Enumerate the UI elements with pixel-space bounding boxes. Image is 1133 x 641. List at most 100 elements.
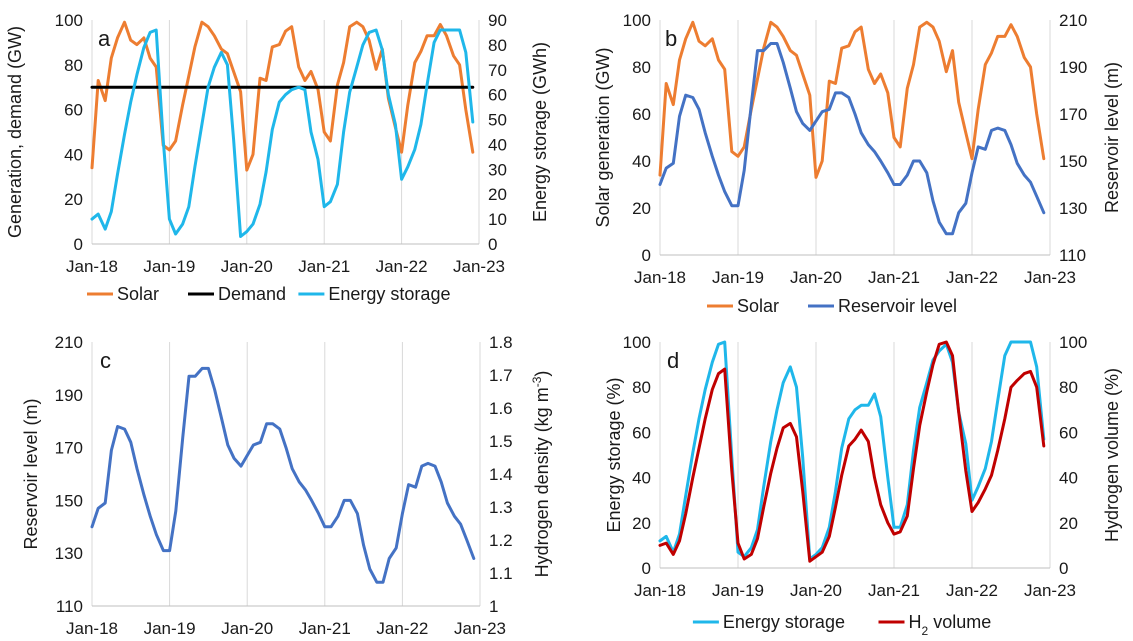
legend: Solar Reservoir level: [707, 296, 957, 316]
y-left-tick-label: 190: [55, 386, 83, 405]
y-right-axis-label: Hydrogen volume (%): [1102, 368, 1122, 542]
legend-entry: Solar: [117, 284, 159, 304]
y-left-tick-label: 20: [632, 514, 651, 533]
legend-entry: Energy storage: [328, 284, 450, 304]
y-right-tick-label: 90: [488, 11, 507, 30]
x-tick-label: Jan-19: [143, 257, 195, 276]
y-right-tick-label: 190: [1059, 58, 1087, 77]
panel-c: Jan-18 Jan-19 Jan-20 Jan-21 Jan-22 Jan-23 110 1…: [21, 333, 552, 638]
y-right-tick-label: 60: [1059, 423, 1078, 442]
series-line-reservoir: [90, 366, 476, 584]
series-line-h2-volume: [658, 340, 1046, 563]
x-tick-label: Jan-23: [454, 619, 506, 638]
panel-label: c: [100, 348, 111, 373]
y-left-tick-label: 130: [55, 544, 83, 563]
y-left-tick-label: 40: [632, 469, 651, 488]
y-right-tick-label: 40: [488, 135, 507, 154]
panel-label: a: [98, 26, 111, 51]
x-tick-label: Jan-19: [144, 619, 196, 638]
y-right-tick-label: 80: [488, 36, 507, 55]
y-left-tick-label: 110: [56, 597, 83, 616]
legend-entry: Solar: [737, 296, 779, 316]
y-left-tick-label: 80: [64, 56, 83, 75]
x-tick-label: Jan-21: [868, 581, 920, 600]
panel-label: b: [665, 26, 677, 51]
x-tick-label: Jan-22: [376, 619, 428, 638]
y-right-tick-label: 1.4: [489, 465, 513, 484]
y-right-axis-label: Reservoir level (m): [1102, 62, 1122, 213]
panel-label: d: [667, 348, 679, 373]
y-right-tick-label: 1.7: [489, 366, 513, 385]
panel-a: Jan-18 Jan-19 Jan-20 Jan-21 Jan-22 Jan-23 0 20 4…: [5, 11, 550, 304]
y-right-tick-label: 30: [488, 160, 507, 179]
y-right-tick-label: 50: [488, 111, 507, 130]
x-tick-label: Jan-20: [221, 619, 273, 638]
y-right-tick-label: 20: [1059, 514, 1078, 533]
y-right-tick-label: 0: [488, 235, 497, 254]
y-right-tick-label: 20: [488, 185, 507, 204]
y-right-tick-label: 80: [1059, 378, 1078, 397]
y-left-tick-label: 150: [55, 491, 83, 510]
series-line-reservoir-level: [658, 42, 1046, 236]
y-right-tick-label: 1.6: [489, 399, 513, 418]
y-right-tick-label: 1.2: [489, 531, 513, 550]
legend-entry: Demand: [218, 284, 286, 304]
y-right-tick-label: 150: [1059, 152, 1087, 171]
y-right-tick-label: 130: [1059, 199, 1087, 218]
x-tick-label: Jan-21: [299, 619, 351, 638]
y-right-tick-label: 10: [488, 210, 507, 229]
y-left-tick-label: 100: [623, 11, 651, 30]
panel-b: Jan-18 Jan-19 Jan-20 Jan-21 Jan-22 Jan-23 0 20 4…: [593, 11, 1122, 316]
legend: Solar Demand Energy storage: [87, 284, 450, 304]
y-left-tick-label: 60: [64, 101, 83, 120]
y-left-tick-label: 60: [632, 105, 651, 124]
x-tick-label: Jan-18: [66, 619, 118, 638]
y-left-tick-label: 80: [632, 378, 651, 397]
y-left-axis-label: Reservoir level (m): [21, 398, 41, 549]
x-tick-label: Jan-20: [790, 268, 842, 287]
y-left-tick-label: 20: [64, 190, 83, 209]
x-tick-label: Jan-23: [453, 257, 505, 276]
legend-entry: Energy storage: [723, 612, 845, 632]
y-right-axis-label: Hydrogen density (kg m-3): [530, 371, 552, 578]
x-tick-label: Jan-21: [298, 257, 350, 276]
y-right-tick-label: 1: [489, 597, 498, 616]
y-right-tick-label: 70: [488, 61, 507, 80]
legend-entry: Reservoir level: [838, 296, 957, 316]
x-tick-label: Jan-21: [868, 268, 920, 287]
y-right-tick-label: 40: [1059, 469, 1078, 488]
y-left-tick-label: 20: [632, 199, 651, 218]
x-tick-label: Jan-23: [1024, 268, 1076, 287]
series-line-solar: [90, 20, 475, 172]
y-left-tick-label: 60: [632, 423, 651, 442]
y-left-tick-label: 170: [55, 439, 83, 458]
legend: Energy storage H2 volume: [692, 612, 992, 638]
y-right-tick-label: 1.1: [489, 564, 513, 583]
x-tick-label: Jan-22: [946, 268, 998, 287]
x-tick-label: Jan-22: [946, 581, 998, 600]
y-left-tick-label: 80: [632, 58, 651, 77]
x-tick-label: Jan-19: [712, 268, 764, 287]
x-tick-label: Jan-20: [221, 257, 273, 276]
series-line-energy-storage: [658, 340, 1046, 561]
y-left-axis-label: Energy storage (%): [604, 377, 624, 532]
x-tick-label: Jan-18: [634, 268, 686, 287]
y-left-tick-label: 100: [623, 333, 651, 352]
y-left-tick-label: 40: [632, 152, 651, 171]
panel-d: Jan-18 Jan-19 Jan-20 Jan-21 Jan-22 Jan-23 0 20 4…: [604, 333, 1122, 638]
y-right-tick-label: 1.5: [489, 432, 513, 451]
y-right-tick-label: 60: [488, 86, 507, 105]
y-right-tick-label: 170: [1059, 105, 1087, 124]
x-tick-label: Jan-19: [712, 581, 764, 600]
y-right-tick-label: 210: [1059, 11, 1087, 30]
legend-entry: H2 volume: [909, 612, 992, 638]
x-tick-label: Jan-18: [634, 581, 686, 600]
y-right-tick-label: 1.3: [489, 498, 513, 517]
y-right-axis-label: Energy storage (GWh): [530, 42, 550, 222]
series-line-energy-storage: [90, 28, 475, 238]
y-left-tick-label: 210: [55, 333, 83, 352]
x-tick-label: Jan-20: [790, 581, 842, 600]
y-left-axis-label: Solar generation (GW): [593, 47, 613, 227]
y-right-tick-label: 100: [1059, 333, 1087, 352]
